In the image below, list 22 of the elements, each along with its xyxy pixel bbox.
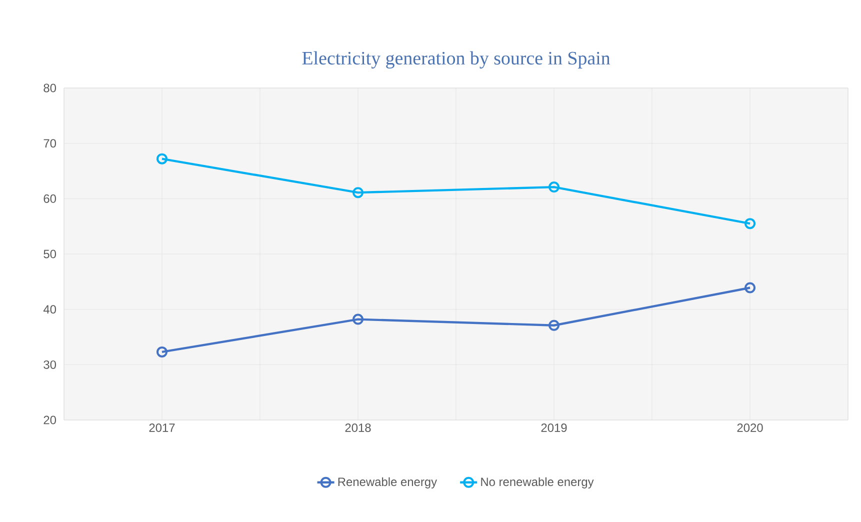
x-tick-label: 2018 [345,424,371,432]
y-tick-label: 80 [44,84,56,92]
x-tick-label: 2017 [149,424,175,432]
legend-label: Renewable energy [338,477,438,488]
point [352,314,364,325]
point [744,218,756,230]
point [744,282,756,294]
point [156,153,168,164]
point [156,346,168,358]
chart-title: Electricity generation by source in Spain [302,51,610,68]
x-tick-label: 2019 [541,424,567,432]
y-tick-label: 40 [43,305,56,314]
y-tick-label: 50 [44,250,56,258]
y-tick-label: 20 [44,416,56,424]
y-tick-label: 70 [44,139,56,148]
y-tick-label: 30 [44,360,56,369]
point [548,320,560,331]
point [352,187,364,198]
point [548,182,560,193]
y-tick-label: 60 [44,194,56,203]
legend-label: No renewable energy [481,477,594,488]
x-tick-label: 2020 [737,424,763,432]
